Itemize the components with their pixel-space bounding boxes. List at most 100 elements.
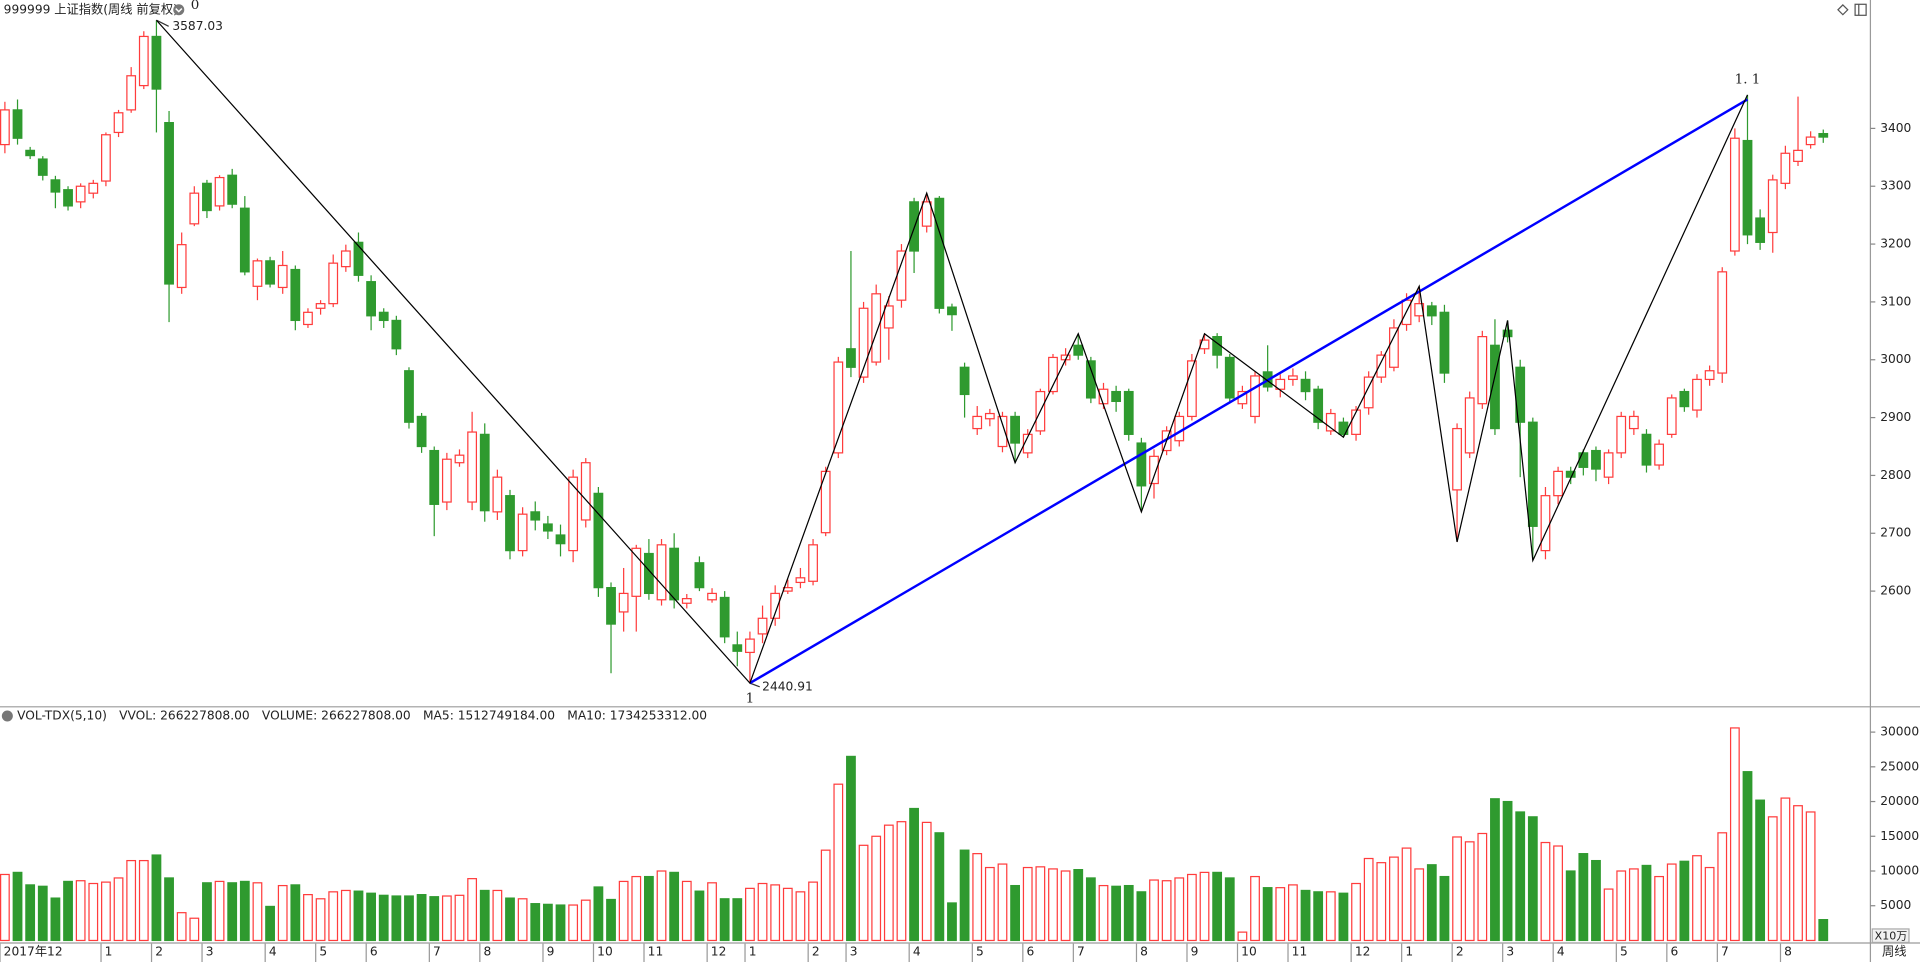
candle-body [1603, 452, 1614, 478]
volume-bar [1742, 771, 1753, 942]
title-menu-icon[interactable] [173, 4, 185, 16]
volume-bar [833, 783, 844, 942]
candle-body [353, 241, 364, 276]
candle-body [1527, 421, 1538, 527]
volume-bar [959, 849, 970, 942]
candle-body [883, 305, 894, 329]
diamond-icon[interactable] [1837, 4, 1849, 16]
candle-body [37, 158, 48, 176]
volume-bar [1351, 882, 1361, 942]
volume-bar [909, 807, 919, 942]
candle-body [1351, 409, 1361, 435]
volume-bar [239, 880, 250, 942]
candle-body [113, 112, 124, 134]
zigzag-label: 1. 1 [1735, 73, 1761, 88]
candle-body [1136, 442, 1147, 487]
panel-icon[interactable] [1854, 3, 1867, 16]
volume-bar [1704, 866, 1715, 942]
high-label: 3587.03 [172, 19, 223, 33]
candle-body [277, 264, 288, 289]
x-tick-label: 4 [269, 945, 277, 959]
candle-body [1679, 390, 1690, 408]
candle-body [808, 544, 818, 582]
candle-body [1780, 152, 1791, 184]
volume-bar [1313, 891, 1324, 942]
volume-bar [1805, 811, 1816, 942]
x-tick-label: 2 [155, 945, 163, 959]
x-tick-label: 3 [206, 945, 214, 959]
y-tick-label: 2900 [1880, 410, 1911, 424]
candle-body [479, 433, 490, 512]
volume-bar [454, 894, 465, 942]
candle-body [542, 523, 553, 532]
volume-bar [1755, 799, 1766, 942]
volume-bar [277, 884, 288, 942]
candle-body [315, 303, 326, 309]
candle-body [1490, 344, 1500, 430]
x-tick-label: 9 [1191, 945, 1199, 959]
volume-unit: X10万 [1875, 929, 1908, 942]
candle-body [530, 511, 541, 521]
x-tick-label: 9 [547, 945, 555, 959]
x-tick-label: 7 [1721, 945, 1729, 959]
candle-body [1540, 495, 1551, 552]
volume-bar [1376, 862, 1387, 942]
volume-bar [530, 903, 541, 942]
volume-bar [1224, 877, 1235, 942]
x-tick-label: 3 [850, 945, 858, 959]
unit-box [1871, 928, 1910, 944]
candle-body [568, 476, 579, 552]
candle-body [1325, 412, 1336, 432]
x-tick-label: 4 [913, 945, 921, 959]
y-tick-label: 3300 [1880, 179, 1911, 193]
volume-bar [618, 880, 629, 942]
period-label: 周线 [1882, 945, 1906, 959]
indicator-menu-icon[interactable] [1, 710, 13, 722]
volume-bar [1085, 877, 1096, 942]
volume-bar [757, 882, 768, 942]
candle-body [340, 250, 351, 268]
volume-bar [1300, 889, 1311, 942]
candle-body [1363, 376, 1374, 409]
candle-body [404, 370, 414, 423]
candle-body [593, 492, 604, 589]
volume-bar [593, 886, 604, 942]
volume-bar [1603, 888, 1614, 942]
volume-bar [1490, 798, 1500, 942]
candle-body [1818, 132, 1829, 138]
volume-bar [972, 853, 983, 942]
volume-bar [1022, 866, 1033, 942]
y-tick-label: 25000 [1880, 759, 1919, 773]
volume-bar [846, 755, 856, 942]
x-tick-label: 6 [370, 945, 378, 959]
candle-body [202, 182, 212, 212]
candle-body [176, 244, 187, 289]
volume-bar [1199, 871, 1210, 942]
y-tick-label: 3000 [1880, 352, 1911, 366]
volume-bar [50, 897, 61, 942]
x-tick-label: 2 [1456, 945, 1464, 959]
x-tick-label: 11 [648, 945, 664, 959]
title-menu-arrow [175, 8, 183, 13]
volume-bar [340, 889, 351, 942]
candle-body [896, 250, 907, 301]
volume-bar [1780, 797, 1791, 942]
y-tick-label: 2600 [1880, 584, 1911, 598]
candle-body [1073, 344, 1084, 356]
legend-entry: VOLUME: 266227808.00 [262, 708, 411, 722]
legend-entry: MA10: 1734253312.00 [567, 708, 707, 722]
volume-bar [429, 896, 440, 942]
candle-body [138, 35, 149, 87]
candle-body [1250, 375, 1260, 418]
volume-bar [290, 884, 301, 942]
volume-bar [151, 854, 162, 942]
volume-bar [1616, 870, 1627, 942]
candle-body [63, 189, 73, 207]
volume-bar [1325, 891, 1336, 942]
candle-body [239, 207, 250, 273]
volume-bar [1212, 871, 1223, 942]
candle-body [1111, 390, 1122, 403]
candle-body [606, 587, 616, 625]
candle-body [732, 644, 743, 652]
volume-bar [404, 895, 414, 942]
